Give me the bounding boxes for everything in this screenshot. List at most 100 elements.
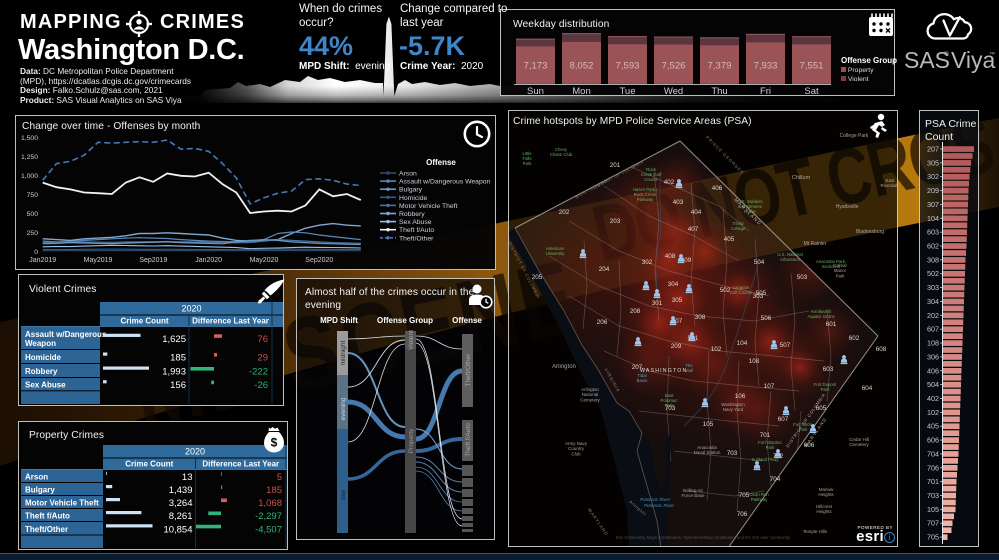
svg-text:Assault w/Dangerous Weapon: Assault w/Dangerous Weapon (399, 179, 491, 186)
svg-text:Thu: Thu (711, 86, 727, 95)
svg-text:University: University (546, 251, 566, 256)
svg-text:Homicide: Homicide (399, 195, 428, 202)
svg-text:Parkway: Parkway (637, 197, 654, 202)
svg-text:104: 104 (927, 214, 939, 223)
svg-text:Arlington: Arlington (552, 364, 576, 370)
svg-text:Difference Last Year: Difference Last Year (202, 460, 279, 469)
svg-text:Parkway: Parkway (751, 497, 768, 502)
svg-text:Theft/Other: Theft/Other (399, 235, 434, 242)
svg-text:Club: Club (571, 451, 581, 456)
svg-text:Langdon: Langdon (733, 285, 750, 290)
svg-text:705: 705 (739, 492, 750, 499)
svg-text:Mt Rainier: Mt Rainier (804, 241, 827, 247)
svg-text:209: 209 (671, 343, 682, 350)
svg-text:National: National (582, 392, 599, 397)
svg-text:Oxon Run: Oxon Run (749, 492, 769, 497)
svg-text:day: day (340, 489, 347, 500)
svg-text:Bulgary: Bulgary (399, 187, 423, 194)
svg-text:402: 402 (664, 179, 675, 186)
svg-text:402: 402 (927, 394, 939, 403)
svg-text:3,264: 3,264 (169, 498, 193, 509)
svg-text:and Airmens: and Airmens (738, 204, 762, 209)
svg-text:108: 108 (927, 339, 939, 348)
svg-text:MPD Shift: MPD Shift (320, 316, 358, 325)
svg-text:Aquatic Grdns: Aquatic Grdns (807, 314, 834, 319)
svg-text:Theft f/Auto: Theft f/Auto (399, 227, 434, 234)
svg-text:303: 303 (753, 293, 764, 300)
svg-text:29: 29 (257, 353, 268, 364)
svg-text:703: 703 (665, 405, 676, 412)
svg-text:500: 500 (27, 211, 39, 218)
svg-text:Robbery: Robbery (25, 367, 58, 376)
svg-text:Anacostia: Anacostia (697, 445, 717, 450)
svg-text:Sex Abuse: Sex Abuse (399, 219, 432, 226)
svg-text:505: 505 (756, 290, 767, 297)
svg-text:Park: Park (766, 445, 776, 450)
svg-text:Chillum: Chillum (792, 175, 811, 181)
svg-text:Arlington: Arlington (581, 387, 599, 392)
svg-text:Fort Stanton: Fort Stanton (758, 440, 782, 445)
svg-text:-26: -26 (254, 380, 268, 391)
svg-text:Basin: Basin (637, 378, 648, 383)
svg-text:7,551: 7,551 (800, 61, 824, 72)
svg-text:Fort Dupont: Fort Dupont (814, 382, 837, 387)
svg-text:Mon: Mon (572, 86, 590, 95)
svg-text:1,068: 1,068 (258, 498, 282, 509)
svg-text:603: 603 (823, 366, 834, 373)
svg-text:Park: Park (523, 161, 533, 166)
svg-text:MARYLAND: MARYLAND (587, 507, 610, 536)
svg-text:Temple Hills: Temple Hills (803, 529, 828, 534)
svg-text:606: 606 (927, 436, 939, 445)
svg-text:102: 102 (711, 346, 722, 353)
svg-text:405: 405 (927, 422, 939, 431)
svg-text:2020: 2020 (181, 304, 201, 314)
svg-text:Naval Station: Naval Station (694, 450, 721, 455)
svg-text:Arson: Arson (25, 472, 48, 481)
svg-text:$: $ (271, 436, 278, 450)
svg-text:108: 108 (749, 358, 760, 365)
svg-text:185: 185 (266, 485, 282, 496)
svg-text:®: ® (944, 50, 949, 58)
svg-text:Heights: Heights (818, 492, 834, 497)
svg-text:302: 302 (642, 259, 653, 266)
svg-text:207: 207 (927, 145, 939, 154)
svg-text:706: 706 (737, 511, 748, 518)
svg-text:Tue: Tue (619, 86, 635, 95)
svg-text:603: 603 (927, 228, 939, 237)
svg-text:Riverdale: Riverdale (880, 183, 897, 188)
svg-text:Offense: Offense (452, 316, 482, 325)
svg-text:Sex Abuse: Sex Abuse (25, 381, 66, 390)
svg-text:104: 104 (737, 340, 748, 347)
svg-text:301: 301 (652, 300, 663, 307)
svg-text:701: 701 (760, 432, 771, 439)
svg-text:The: The (685, 363, 693, 368)
svg-text:602: 602 (927, 242, 939, 251)
svg-text:502: 502 (927, 269, 939, 278)
svg-text:306: 306 (927, 352, 939, 361)
svg-text:Offense: Offense (426, 158, 456, 167)
svg-text:Colmar: Colmar (833, 263, 847, 268)
svg-text:Jan2020: Jan2020 (195, 257, 222, 264)
svg-text:407: 407 (688, 226, 699, 233)
svg-text:1,439: 1,439 (169, 485, 193, 496)
svg-text:Country: Country (568, 446, 585, 451)
svg-text:College Park: College Park (840, 133, 869, 139)
svg-text:East: East (665, 393, 674, 398)
svg-text:Weapon: Weapon (25, 339, 56, 348)
svg-text:Potomac River: Potomac River (640, 497, 671, 502)
svg-text:Motor Vehicle Theft: Motor Vehicle Theft (399, 203, 458, 210)
svg-text:703: 703 (727, 450, 738, 457)
svg-text:5: 5 (277, 472, 282, 483)
svg-text:Falls: Falls (522, 156, 531, 161)
svg-text:250: 250 (27, 230, 39, 237)
svg-text:Esri Community Maps Contributo: Esri Community Maps Contributors, OpenSt… (616, 535, 791, 540)
svg-text:208: 208 (630, 308, 641, 315)
svg-text:1,993: 1,993 (162, 367, 186, 378)
svg-text:-2,297: -2,297 (255, 511, 282, 522)
svg-text:Kenilworth: Kenilworth (811, 309, 832, 314)
svg-text:-4,507: -4,507 (255, 524, 282, 535)
svg-text:704: 704 (927, 449, 939, 458)
svg-text:Mall: Mall (685, 368, 693, 373)
svg-text:7,593: 7,593 (616, 61, 640, 72)
svg-text:408: 408 (665, 253, 676, 260)
